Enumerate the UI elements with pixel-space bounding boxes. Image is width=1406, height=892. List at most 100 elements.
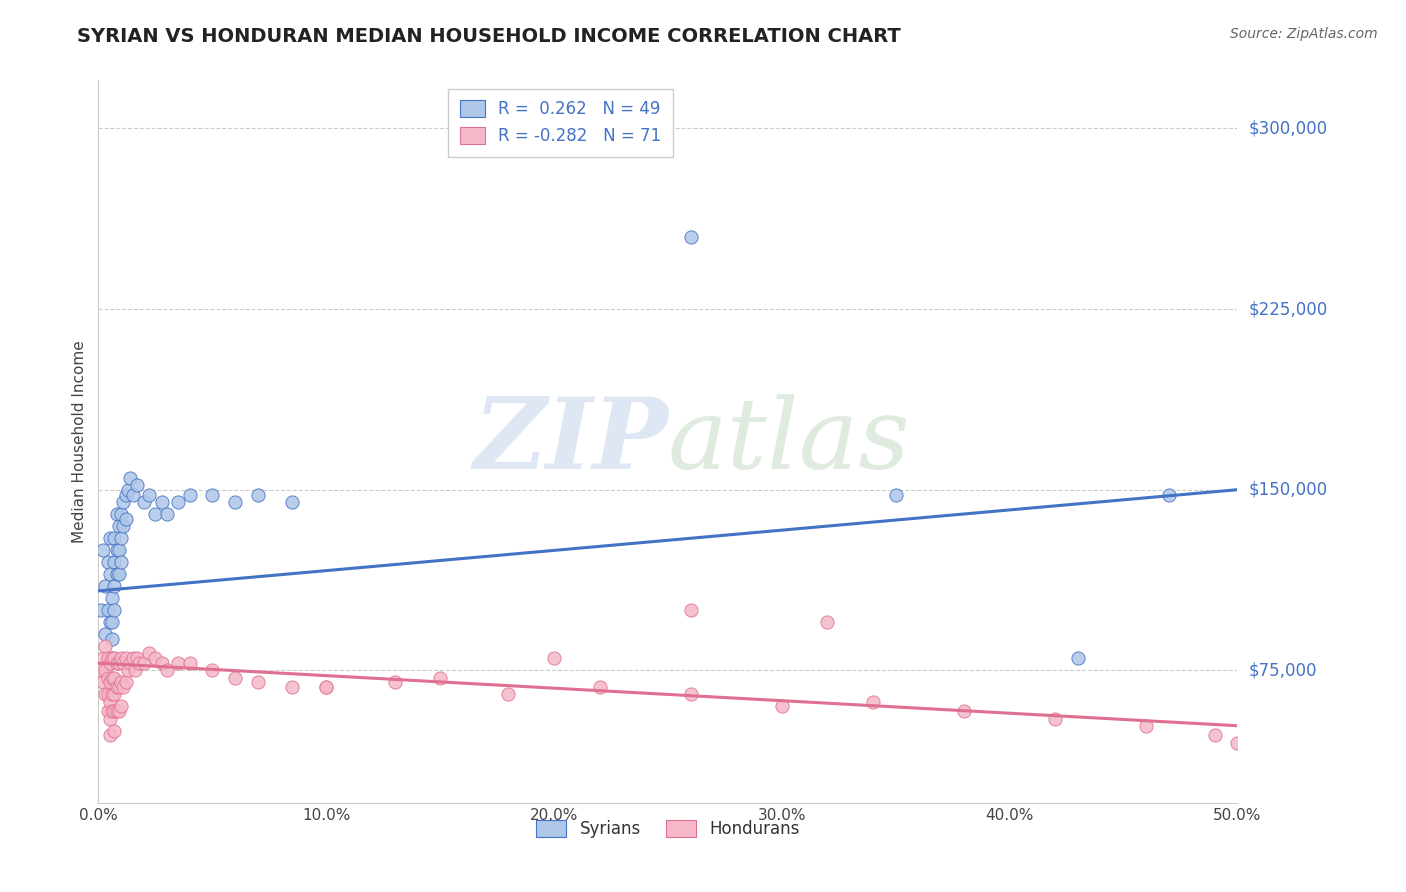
Point (103, 723, 125, 738)
Point (94, 579, 117, 593)
Point (1226, 735, 1249, 749)
Point (167, 494, 190, 508)
Point (105, 567, 128, 582)
Point (91, 651, 114, 665)
Point (101, 671, 124, 685)
Point (112, 680, 135, 694)
Point (1067, 651, 1090, 665)
Point (679, 230, 702, 244)
Point (105, 507, 128, 521)
Text: $300,000: $300,000 (1249, 120, 1327, 137)
Point (96, 603, 118, 617)
Point (96, 555, 118, 569)
Point (281, 494, 304, 508)
Point (114, 675, 136, 690)
Point (98, 567, 121, 582)
Point (105, 680, 128, 694)
Point (108, 519, 131, 533)
Point (315, 680, 337, 694)
Point (94, 687, 117, 701)
Point (815, 615, 838, 630)
Point (121, 487, 143, 501)
Point (429, 671, 451, 685)
Point (150, 494, 173, 508)
Y-axis label: Median Household Income: Median Household Income (72, 340, 87, 543)
Point (132, 656, 155, 670)
Point (679, 687, 702, 701)
Text: atlas: atlas (668, 394, 911, 489)
Point (110, 675, 132, 690)
Point (128, 656, 150, 670)
Point (150, 656, 173, 670)
Point (112, 494, 135, 508)
Point (98, 615, 121, 630)
Point (679, 603, 702, 617)
Point (108, 680, 131, 694)
Point (101, 651, 124, 665)
Point (862, 695, 884, 709)
Point (543, 651, 565, 665)
Point (156, 507, 179, 521)
Point (108, 567, 131, 582)
Point (103, 651, 125, 665)
Point (101, 591, 124, 606)
Point (246, 675, 269, 690)
Point (101, 704, 124, 718)
Point (1135, 719, 1157, 733)
Point (121, 651, 143, 665)
Point (105, 656, 128, 670)
Point (1204, 728, 1226, 742)
Point (91, 542, 114, 557)
Point (201, 664, 224, 678)
Point (110, 651, 132, 665)
Point (127, 651, 149, 665)
Text: $75,000: $75,000 (1249, 661, 1317, 680)
Point (98, 712, 121, 726)
Point (132, 494, 155, 508)
Point (96, 671, 118, 685)
Point (101, 687, 124, 701)
Point (96, 704, 118, 718)
Point (110, 699, 132, 714)
Point (498, 687, 520, 701)
Point (105, 542, 128, 557)
Point (156, 664, 179, 678)
Point (103, 531, 125, 545)
Point (112, 519, 135, 533)
Point (120, 471, 142, 485)
Point (90, 603, 112, 617)
Point (246, 487, 269, 501)
Point (98, 531, 121, 545)
Point (145, 507, 167, 521)
Point (98, 675, 121, 690)
Point (98, 695, 121, 709)
Point (384, 675, 406, 690)
Point (110, 507, 132, 521)
Point (114, 651, 136, 665)
Point (108, 656, 131, 670)
Point (179, 656, 201, 670)
Point (114, 487, 136, 501)
Point (110, 555, 132, 569)
Point (138, 487, 160, 501)
Point (90, 664, 112, 678)
Point (110, 531, 132, 545)
Point (770, 699, 793, 714)
Point (124, 664, 146, 678)
Point (138, 647, 160, 661)
Point (117, 483, 139, 497)
Point (105, 704, 128, 718)
Point (120, 656, 142, 670)
Point (91, 675, 114, 690)
Point (98, 728, 121, 742)
Point (281, 680, 304, 694)
Point (108, 704, 131, 718)
Point (588, 680, 610, 694)
Point (145, 651, 167, 665)
Point (103, 704, 125, 718)
Text: SYRIAN VS HONDURAN MEDIAN HOUSEHOLD INCOME CORRELATION CHART: SYRIAN VS HONDURAN MEDIAN HOUSEHOLD INCO… (77, 27, 901, 45)
Point (315, 680, 337, 694)
Point (1043, 712, 1066, 726)
Point (94, 639, 117, 653)
Point (96, 651, 118, 665)
